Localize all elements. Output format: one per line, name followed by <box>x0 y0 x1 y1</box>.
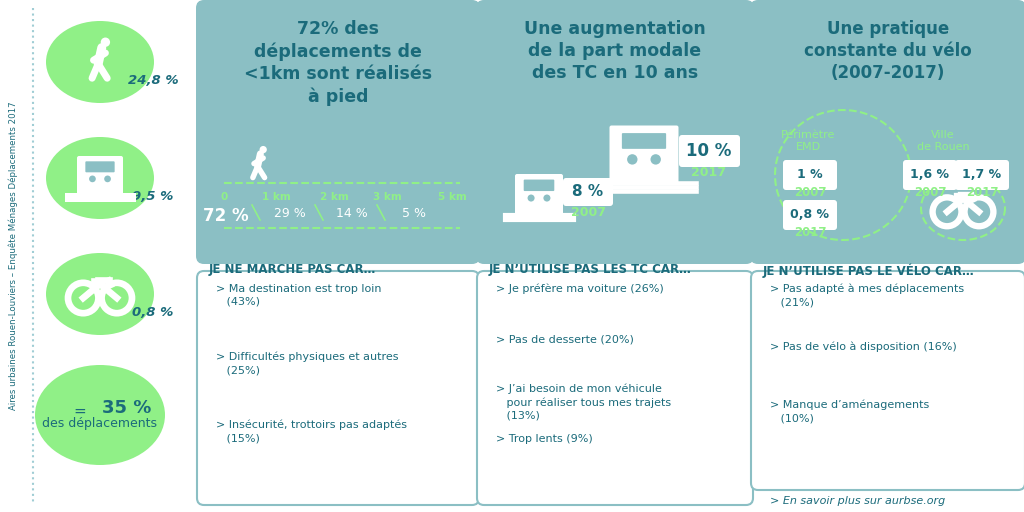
Text: 2 km: 2 km <box>319 192 348 202</box>
FancyBboxPatch shape <box>197 271 479 505</box>
Text: 24,8 %: 24,8 % <box>128 74 178 87</box>
FancyBboxPatch shape <box>783 160 837 190</box>
Text: > Trop lents (9%): > Trop lents (9%) <box>496 434 593 444</box>
Text: > Insécurité, trottoirs pas adaptés
   (15%): > Insécurité, trottoirs pas adaptés (15%… <box>216 420 407 443</box>
Text: Aires urbaines Rouen-Louviers – Enquête Ménages Déplacements 2017: Aires urbaines Rouen-Louviers – Enquête … <box>8 102 17 410</box>
FancyBboxPatch shape <box>609 125 679 184</box>
Text: 10 %: 10 % <box>686 142 732 160</box>
FancyBboxPatch shape <box>751 271 1024 490</box>
Text: Ville
de Rouen: Ville de Rouen <box>916 130 970 153</box>
Circle shape <box>650 154 660 164</box>
Text: 2007: 2007 <box>570 206 605 220</box>
FancyBboxPatch shape <box>563 178 613 206</box>
Ellipse shape <box>46 137 154 219</box>
Text: 0: 0 <box>220 192 227 202</box>
Text: Périmètre
EMD: Périmètre EMD <box>781 130 836 153</box>
Text: 2017: 2017 <box>794 226 826 240</box>
Circle shape <box>544 195 551 202</box>
Text: > Pas de desserte (20%): > Pas de desserte (20%) <box>496 334 634 344</box>
Ellipse shape <box>46 21 154 103</box>
Text: 3 km: 3 km <box>373 192 401 202</box>
Text: 2017: 2017 <box>966 186 998 200</box>
FancyBboxPatch shape <box>85 161 115 173</box>
FancyBboxPatch shape <box>622 133 667 149</box>
Text: 14 %: 14 % <box>336 207 368 220</box>
Text: 1 km: 1 km <box>261 192 291 202</box>
FancyBboxPatch shape <box>196 0 480 264</box>
Text: > Je préfère ma voiture (26%): > Je préfère ma voiture (26%) <box>496 284 664 294</box>
FancyBboxPatch shape <box>477 271 753 505</box>
Text: 2007: 2007 <box>913 186 946 200</box>
Text: =: = <box>75 403 92 418</box>
FancyBboxPatch shape <box>515 174 563 216</box>
Text: 1 %: 1 % <box>798 168 823 181</box>
Text: 29 %: 29 % <box>274 207 306 220</box>
Text: 1,7 %: 1,7 % <box>963 168 1001 181</box>
FancyBboxPatch shape <box>750 0 1024 264</box>
Text: > J’ai besoin de mon véhicule
   pour réaliser tous mes trajets
   (13%): > J’ai besoin de mon véhicule pour réali… <box>496 384 671 421</box>
Text: 1,6 %: 1,6 % <box>910 168 949 181</box>
Text: > Manque d’aménagements
   (10%): > Manque d’aménagements (10%) <box>770 400 929 423</box>
Text: 35 %: 35 % <box>102 399 152 417</box>
Circle shape <box>104 176 111 182</box>
Text: > En savoir plus sur aurbse.org: > En savoir plus sur aurbse.org <box>770 496 945 506</box>
Circle shape <box>527 195 535 202</box>
Text: JE NE MARCHE PAS CAR…: JE NE MARCHE PAS CAR… <box>209 263 377 276</box>
Text: > Ma destination est trop loin
   (43%): > Ma destination est trop loin (43%) <box>216 284 382 307</box>
FancyBboxPatch shape <box>523 180 554 191</box>
Text: Une pratique
constante du vélo
(2007-2017): Une pratique constante du vélo (2007-201… <box>804 20 972 82</box>
Ellipse shape <box>35 365 165 465</box>
Circle shape <box>627 154 638 164</box>
FancyBboxPatch shape <box>77 156 123 196</box>
Text: des déplacements: des déplacements <box>43 417 158 431</box>
Text: 5 km: 5 km <box>437 192 466 202</box>
FancyBboxPatch shape <box>903 160 957 190</box>
Text: 72 %: 72 % <box>203 207 249 225</box>
FancyBboxPatch shape <box>783 200 837 230</box>
Text: JE N’UTILISE PAS LES TC CAR…: JE N’UTILISE PAS LES TC CAR… <box>489 263 692 276</box>
Text: Une augmentation
de la part modale
des TC en 10 ans: Une augmentation de la part modale des T… <box>524 20 706 82</box>
Ellipse shape <box>46 253 154 335</box>
FancyBboxPatch shape <box>679 135 740 167</box>
Text: 2007: 2007 <box>794 186 826 200</box>
Circle shape <box>259 146 267 153</box>
Text: > Pas de vélo à disposition (16%): > Pas de vélo à disposition (16%) <box>770 342 956 352</box>
Text: 5 %: 5 % <box>402 207 426 220</box>
Text: 8 %: 8 % <box>572 184 603 200</box>
Text: > Difficultés physiques et autres
   (25%): > Difficultés physiques et autres (25%) <box>216 352 398 375</box>
FancyBboxPatch shape <box>955 160 1009 190</box>
Text: > Pas adapté à mes déplacements
   (21%): > Pas adapté à mes déplacements (21%) <box>770 284 965 307</box>
Circle shape <box>100 37 111 47</box>
Text: 2017: 2017 <box>691 166 726 180</box>
Text: 9,5 %: 9,5 % <box>132 189 174 203</box>
Text: JE N’UTILISE PAS LE VÉLO CAR…: JE N’UTILISE PAS LE VÉLO CAR… <box>763 263 975 278</box>
Circle shape <box>89 176 96 182</box>
FancyBboxPatch shape <box>476 0 754 264</box>
Text: 72% des
déplacements de
<1km sont réalisés
à pied: 72% des déplacements de <1km sont réalis… <box>244 20 432 106</box>
Text: 0,8 %: 0,8 % <box>791 208 829 222</box>
Text: 0,8 %: 0,8 % <box>132 306 174 318</box>
